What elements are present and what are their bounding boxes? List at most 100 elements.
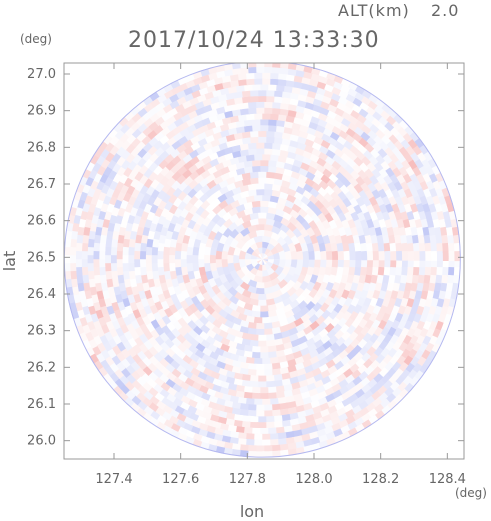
radar-cell [186,262,194,272]
radar-cell [299,227,310,238]
radar-cell [224,376,236,385]
radar-cell [124,304,134,315]
radar-cell [139,265,147,276]
radar-cell [255,287,265,295]
radar-cell [230,365,241,374]
radar-cell [70,229,79,240]
radar-cell [264,101,275,109]
radar-cell [276,355,287,364]
plot-area [64,63,464,459]
radar-cell [249,298,259,306]
radar-cell [346,274,355,285]
radar-cell [244,84,255,92]
radar-cell [278,408,289,416]
radar-cell [374,282,383,293]
radar-cell [386,226,395,238]
radar-cell [94,225,103,236]
radar-cell [246,450,257,458]
radar-cell [353,204,363,216]
radar-cell [248,415,259,423]
radar-cell [347,218,357,230]
radar-cell [331,250,339,260]
radar-cell [258,218,267,225]
radar-cell [140,241,148,252]
radar-cell [284,353,295,362]
radar-cell [240,379,251,387]
radar-cell [250,136,260,144]
radar-cell [276,119,287,128]
radar-cell [286,286,297,297]
radar-cell [428,282,436,294]
radar-cell [131,221,140,232]
radar-cell [440,226,448,238]
radar-cell [136,281,144,292]
radar-cell [438,218,447,230]
radar-cell [300,313,311,324]
altitude-label: ALT(km) [338,1,410,20]
radar-cell [229,309,240,319]
radar-cell [249,292,259,300]
radar-cell [340,289,350,300]
radar-cell [284,199,296,209]
radar-cell [179,299,189,310]
radar-cell [241,131,252,139]
y-tick-label: 27.0 [27,67,56,82]
radar-cell [186,254,193,264]
radar-cell [81,241,89,252]
radar-cell [297,335,308,345]
radar-cell [175,292,186,303]
radar-cell [325,250,333,260]
radar-cell [241,220,252,229]
radar-cell [235,161,246,170]
radar-cell [262,113,272,120]
radar-cell [218,199,229,210]
radar-cell [295,294,306,305]
radar-cell [253,357,263,365]
radar-cell [352,234,361,245]
radar-cell [192,254,199,264]
radar-cell [383,267,391,277]
radar-cell [324,212,335,224]
radar-cell [87,245,94,256]
radar-cell [266,392,277,400]
radar-cell [269,195,280,204]
radar-cell [128,237,136,248]
radar-cell [293,317,304,328]
radar-cell [241,289,252,299]
radar-cell [245,154,256,162]
radar-cell [117,233,125,244]
radar-cell [452,274,460,286]
radar-cell [337,211,348,223]
radar-cell [266,250,274,257]
radar-cell [251,345,261,353]
radar-cell [286,401,297,409]
radar-cell [215,290,226,302]
radar-cell [226,388,237,397]
radar-cell [279,149,290,158]
radar-cell [241,332,251,341]
radar-cell [410,282,418,294]
radar-cell [265,298,276,306]
radar-cell [165,277,174,288]
radar-cell [168,254,176,264]
radar-cell [232,378,243,386]
radar-cell [229,228,240,239]
radar-cell [239,184,250,193]
radar-cell [238,78,249,86]
radar-cell [314,259,321,269]
radar-cell [291,435,303,444]
radar-cell [158,273,167,284]
radar-cell [434,226,442,238]
radar-cell [308,250,316,260]
radar-cell [322,234,331,245]
radar-cell [147,277,155,288]
radar-cell [396,290,405,301]
radar-cell [324,266,332,277]
radar-cell [414,290,423,302]
radar-cell [216,148,227,158]
radar-cell [163,237,172,248]
radar-cell [65,228,73,240]
radar-cell [448,243,455,254]
radar-cell [193,269,202,280]
radar-cell [370,234,379,245]
